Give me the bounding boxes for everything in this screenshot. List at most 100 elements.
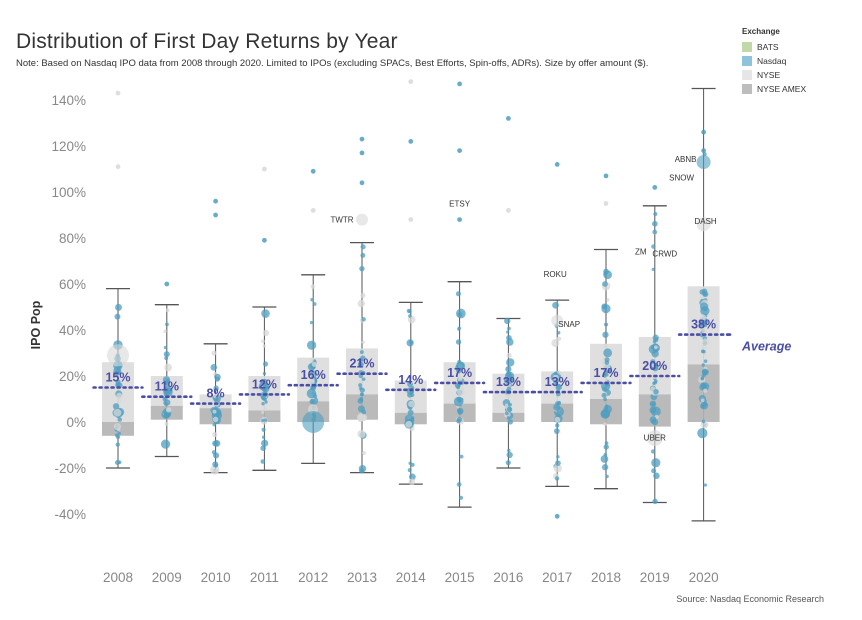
ipo-point: [701, 328, 707, 334]
ipo-point: [455, 339, 462, 345]
ipo-point: [506, 358, 515, 367]
average-value-label: 12%: [252, 377, 277, 391]
ipo-point: [504, 411, 509, 416]
ipo-point: [114, 313, 121, 320]
ipo-point: [311, 373, 315, 378]
ipo-point: [163, 345, 168, 350]
ipo-point: [115, 442, 120, 447]
x-tick-label: 2015: [445, 570, 475, 585]
outlier-point: [506, 116, 511, 121]
ipo-point: [357, 430, 366, 438]
ipo-point: [602, 362, 611, 371]
outlier-point: [213, 198, 219, 204]
ipo-point: [456, 418, 461, 424]
source-note: Source: Nasdaq Economic Research: [676, 594, 824, 604]
ipo-point: [360, 392, 364, 397]
ipo-point: [262, 329, 270, 337]
ipo-bubble: [646, 430, 663, 447]
ipo-point: [358, 464, 367, 473]
ipo-point: [407, 409, 414, 416]
ipo-point: [160, 439, 171, 449]
legend-item-nyse-amex[interactable]: NYSE AMEX: [742, 82, 806, 96]
ipo-point: [557, 401, 561, 406]
legend-item-nasdaq[interactable]: Nasdaq: [742, 54, 806, 68]
average-value-label: 38%: [691, 318, 716, 332]
ipo-point: [361, 317, 366, 322]
outlier-point: [701, 148, 706, 154]
ipo-point: [408, 400, 415, 408]
company-annotation: SNOW: [669, 174, 694, 183]
ipo-point: [651, 363, 656, 368]
ipo-point: [260, 459, 265, 464]
ipo-point: [603, 348, 613, 358]
ipo-point: [165, 322, 169, 327]
ipo-point: [260, 394, 267, 401]
ipo-point: [166, 389, 170, 394]
ipo-point: [506, 338, 514, 346]
average-value-label: 14%: [398, 373, 423, 387]
ipo-point: [652, 334, 659, 341]
ipo-point: [114, 433, 119, 437]
ipo-point: [507, 448, 511, 453]
ipo-point: [310, 297, 314, 302]
ipo-point: [652, 229, 658, 235]
ipo-point: [552, 374, 559, 381]
ipo-point: [701, 363, 705, 367]
outlier-point: [408, 139, 414, 144]
outlier-point: [652, 185, 658, 190]
outlier-point: [115, 164, 121, 170]
ipo-point: [651, 468, 657, 474]
ipo-point: [357, 405, 365, 413]
box-lower: [248, 410, 281, 422]
ipo-point: [653, 211, 658, 217]
y-tick-label: 80%: [59, 231, 86, 246]
outlier-point: [310, 208, 316, 213]
legend-label-nasdaq: Nasdaq: [757, 56, 787, 66]
legend-item-bats[interactable]: BATS: [742, 40, 806, 54]
ipo-point: [553, 403, 561, 411]
ipo-point: [114, 371, 119, 377]
x-tick-label: 2013: [347, 570, 377, 585]
legend-label-bats: BATS: [757, 42, 779, 52]
ipo-point: [117, 431, 121, 436]
ipo-bubble: [107, 344, 129, 367]
ipo-point: [601, 303, 608, 310]
outlier-point: [262, 166, 267, 172]
ipo-point: [310, 284, 315, 289]
outlier-point: [506, 208, 511, 213]
ipo-point: [453, 396, 464, 407]
ipo-point: [261, 427, 266, 432]
ipo-bubble: [302, 411, 325, 433]
ipo-point: [459, 454, 464, 459]
ipo-point: [405, 420, 413, 428]
company-annotation: DASH: [694, 217, 716, 226]
y-tick-label: 0%: [66, 415, 86, 430]
ipo-point: [556, 336, 562, 342]
chart-note: Note: Based on Nasdaq IPO data from 2008…: [16, 58, 649, 69]
ipo-point: [650, 359, 656, 365]
legend-swatch-nasdaq: [742, 56, 752, 66]
ipo-point: [361, 340, 365, 344]
ipo-point: [506, 406, 513, 413]
outlier-point: [457, 148, 462, 154]
ipo-point: [505, 366, 512, 373]
ipo-point: [357, 417, 363, 422]
ipo-point: [262, 382, 270, 390]
ipo-point: [359, 265, 365, 272]
outlier-point: [457, 81, 462, 87]
ipo-point: [357, 299, 365, 308]
ipo-point: [210, 364, 218, 371]
ipo-point: [261, 435, 266, 439]
ipo-point: [261, 401, 265, 406]
average-value-label: 13%: [496, 375, 521, 389]
ipo-point: [212, 409, 217, 414]
outlier-point: [408, 217, 414, 223]
ipo-point: [163, 351, 170, 358]
ipo-point: [654, 379, 658, 384]
legend-item-nyse[interactable]: NYSE: [742, 68, 806, 82]
ipo-point: [602, 281, 608, 287]
ipo-point: [457, 407, 464, 415]
ipo-point: [700, 344, 707, 350]
ipo-point: [164, 399, 171, 406]
